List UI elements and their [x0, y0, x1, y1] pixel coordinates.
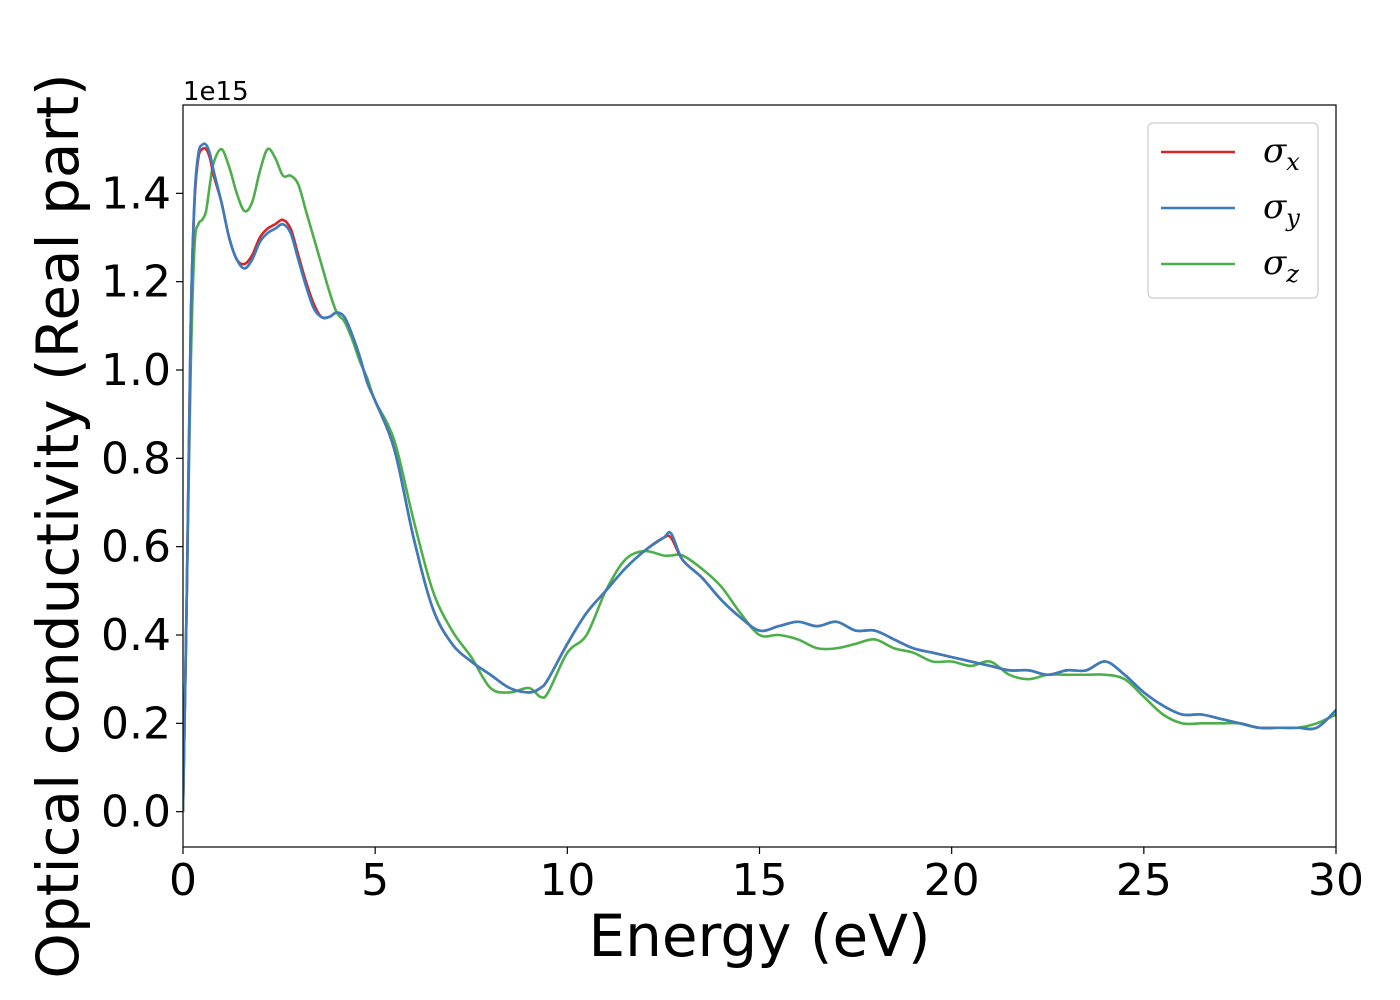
y-tick-label: 0.0 — [101, 787, 171, 838]
y-tick-label: 1.4 — [101, 168, 171, 219]
legend-label: σx — [1263, 131, 1300, 176]
legend: σx σy σz — [1147, 122, 1319, 299]
series-line-sigma-y — [183, 142, 1336, 812]
y-tick-label: 1.2 — [101, 257, 171, 308]
y-axis: 0.0 0.2 0.4 0.6 0.8 1.0 1.2 1.4 — [101, 168, 183, 838]
x-tick-label: 20 — [924, 855, 980, 906]
x-tick-label: 10 — [539, 855, 595, 906]
y-tick-label: 1.0 — [101, 345, 171, 396]
x-tick-label: 0 — [169, 855, 197, 906]
y-offset-label: 1e15 — [183, 77, 249, 107]
y-tick-label: 0.6 — [101, 522, 171, 573]
y-tick-label: 0.8 — [101, 433, 171, 484]
x-tick-label: 25 — [1116, 855, 1172, 906]
x-tick-label: 30 — [1308, 855, 1364, 906]
x-axis: 0 5 10 15 20 25 30 — [169, 847, 1364, 906]
y-tick-label: 0.4 — [101, 610, 171, 661]
y-tick-label: 0.2 — [101, 698, 171, 749]
legend-label: σy — [1263, 187, 1300, 232]
x-tick-label: 5 — [361, 855, 389, 906]
series-layer — [183, 142, 1336, 812]
x-tick-label: 15 — [732, 855, 788, 906]
legend-label: σz — [1263, 243, 1299, 288]
x-axis-label: Energy (eV) — [588, 902, 930, 970]
y-axis-label: Optical conductivity (Real part) — [24, 73, 92, 978]
series-line-sigma-z — [183, 147, 1336, 812]
legend-box — [1147, 122, 1319, 299]
